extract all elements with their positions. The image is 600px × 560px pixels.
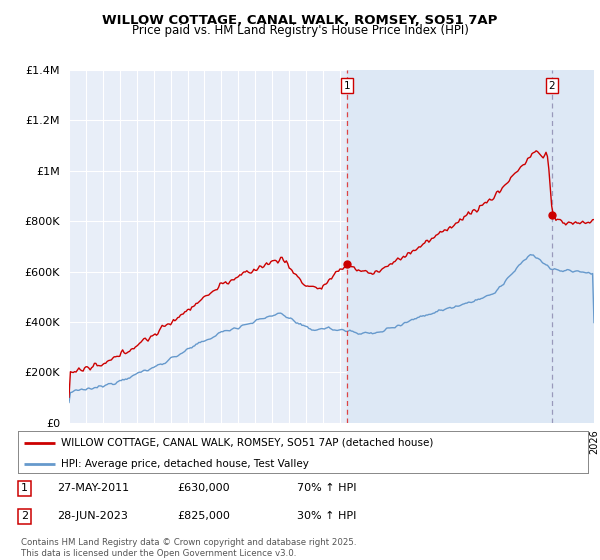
Text: 27-MAY-2011: 27-MAY-2011: [57, 483, 129, 493]
Text: £630,000: £630,000: [177, 483, 230, 493]
Text: WILLOW COTTAGE, CANAL WALK, ROMSEY, SO51 7AP: WILLOW COTTAGE, CANAL WALK, ROMSEY, SO51…: [103, 14, 497, 27]
Text: WILLOW COTTAGE, CANAL WALK, ROMSEY, SO51 7AP (detached house): WILLOW COTTAGE, CANAL WALK, ROMSEY, SO51…: [61, 438, 433, 448]
Text: HPI: Average price, detached house, Test Valley: HPI: Average price, detached house, Test…: [61, 459, 308, 469]
Bar: [347, 70, 594, 423]
Text: Contains HM Land Registry data © Crown copyright and database right 2025.
This d: Contains HM Land Registry data © Crown c…: [21, 538, 356, 558]
Text: 30% ↑ HPI: 30% ↑ HPI: [297, 511, 356, 521]
Text: 2: 2: [21, 511, 28, 521]
Text: 1: 1: [344, 81, 350, 91]
Text: 1: 1: [21, 483, 28, 493]
Text: 28-JUN-2023: 28-JUN-2023: [57, 511, 128, 521]
Text: 70% ↑ HPI: 70% ↑ HPI: [297, 483, 356, 493]
Text: 2: 2: [548, 81, 555, 91]
Text: Price paid vs. HM Land Registry's House Price Index (HPI): Price paid vs. HM Land Registry's House …: [131, 24, 469, 37]
Text: £825,000: £825,000: [177, 511, 230, 521]
